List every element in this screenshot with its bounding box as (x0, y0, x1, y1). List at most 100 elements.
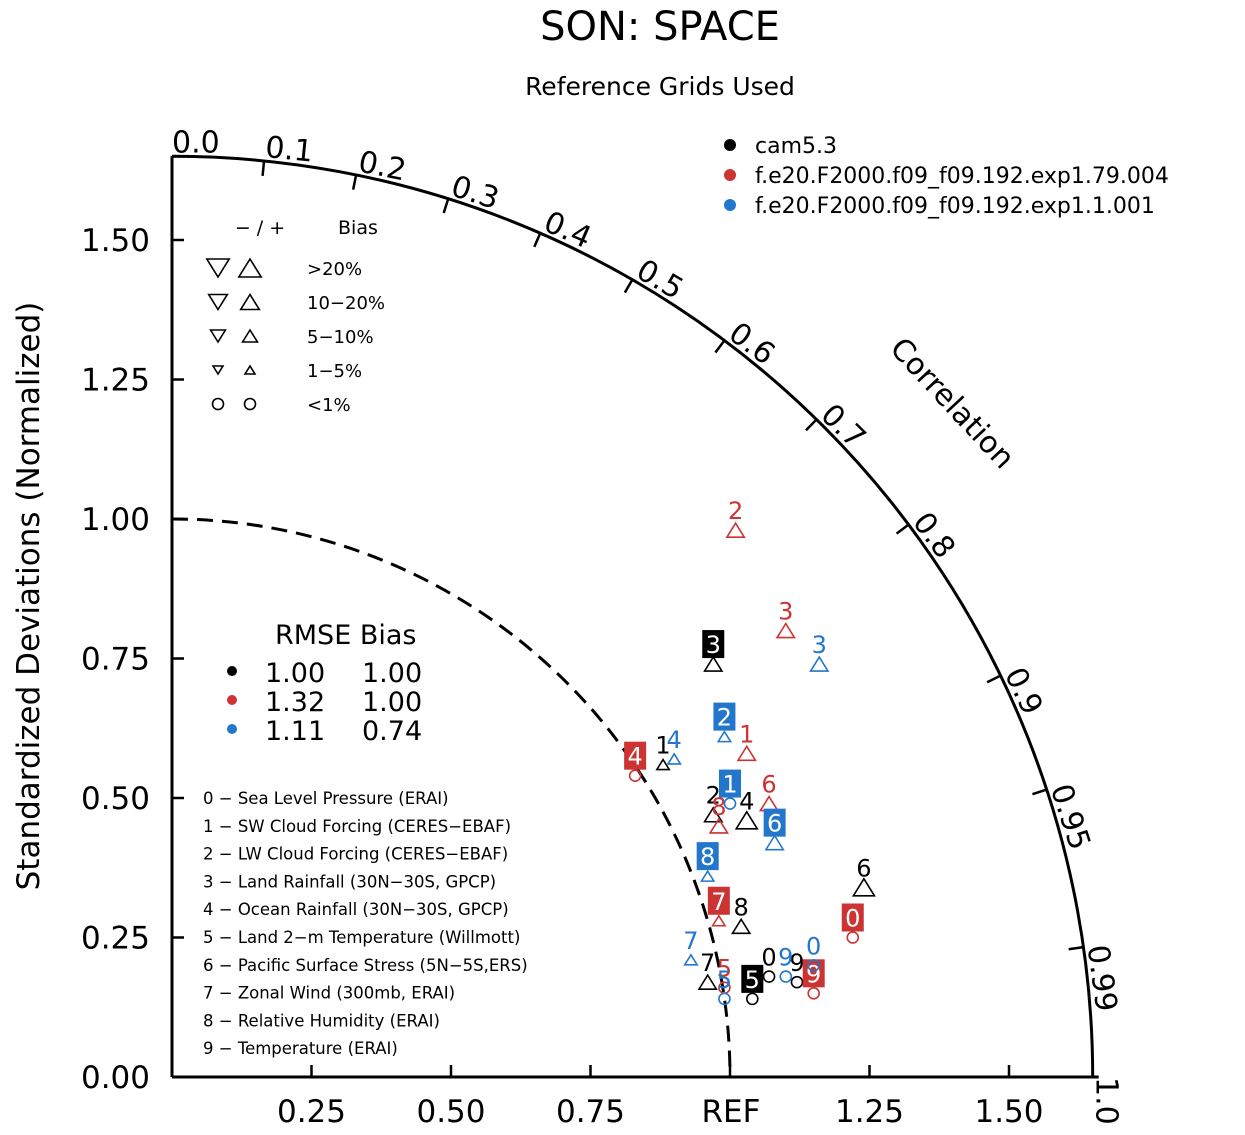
x-tick-label: 0.50 (416, 1094, 485, 1130)
point-marker (807, 986, 821, 1000)
point-marker (746, 992, 759, 1006)
bias-legend-signs: − / + (235, 217, 285, 239)
point-label-box (741, 964, 764, 993)
point-label-box (713, 702, 736, 731)
point-label-box (696, 842, 719, 871)
bias-minus-marker (209, 329, 227, 344)
variable-legend-item: 6 − Pacific Surface Stress (5N−5S,ERS) (203, 956, 528, 975)
point-label: 4 (627, 743, 642, 771)
point-marker (628, 769, 642, 782)
correlation-tick-label: 0.0 (172, 125, 220, 160)
point-marker (851, 877, 876, 897)
point-label-box (707, 886, 730, 915)
chart-subtitle: Reference Grids Used (525, 72, 795, 101)
correlation-label: Correlation (883, 331, 1021, 476)
bias-value: 1.00 (362, 687, 422, 718)
point-marker (655, 758, 671, 771)
point-marker (734, 810, 759, 830)
point-marker (731, 917, 752, 935)
point-label-box (841, 903, 864, 932)
correlation-tick-mark (895, 523, 910, 535)
y-tick-label: 1.00 (81, 502, 150, 538)
rmse-legend-dot (227, 695, 237, 705)
point-label: 9 (778, 944, 793, 972)
bias-legend-row-label: 5−10% (307, 327, 374, 348)
correlation-tick-mark (442, 198, 450, 214)
point-label: 6 (767, 810, 782, 838)
variable-legend-item: 5 − Land 2−m Temperature (Willmott) (203, 928, 520, 947)
point-label: 5 (717, 966, 732, 994)
point-marker (758, 795, 780, 812)
rmse-legend-dot (227, 724, 237, 734)
point-label: 1 (655, 732, 670, 760)
point-marker (718, 992, 731, 1006)
point-marker (708, 817, 729, 834)
point-label: 9 (789, 949, 804, 977)
correlation-tick-label: 0.4 (539, 205, 597, 256)
correlation-tick-label: 0.8 (905, 506, 962, 565)
correlation-arc (171, 154, 1095, 1078)
point-marker (683, 953, 699, 966)
point-marker (725, 521, 746, 538)
point-label: 1 (739, 720, 754, 748)
correlation-tick-label: 0.5 (630, 253, 689, 307)
rmse-value: 1.32 (265, 687, 325, 718)
rmse-value: 1.00 (265, 658, 325, 689)
axes: 0.25 0.50 0.75 1.25 1.500.000.250.500.751.00… (81, 154, 1099, 1130)
point-label: 0 (845, 905, 860, 933)
point-marker (666, 752, 682, 765)
point-marker (779, 970, 793, 983)
bias-minus-marker (205, 258, 231, 279)
point-label-box (624, 741, 647, 770)
rmse-legend-header: RMSE Bias (275, 620, 416, 651)
point-label: 3 (706, 631, 721, 659)
point-label-box (719, 769, 741, 798)
series-legend-label: cam5.3 (755, 134, 837, 159)
series-legend-dot (724, 199, 736, 211)
y-tick-label: 1.25 (81, 363, 150, 399)
x-tick-label: 1.25 (835, 1094, 904, 1130)
point-label: 6 (761, 771, 776, 799)
point-marker (775, 622, 796, 639)
bias-legend-row-label: 10−20% (307, 293, 385, 314)
point-label: 6 (856, 854, 871, 882)
bias-plus-marker (243, 364, 257, 375)
bias-plus-marker (241, 328, 259, 343)
point-marker (790, 975, 804, 989)
correlation-tick-label: 0.7 (814, 397, 873, 455)
y-tick-label: 0.00 (81, 1060, 150, 1096)
ref-label: REF (702, 1094, 761, 1130)
correlation-tick-mark (1032, 788, 1048, 796)
series-legend: cam5.3 f.e20.F2000.f09_f09.192.exp1.79.00… (724, 134, 1169, 219)
correlation-tick-mark (351, 174, 358, 190)
point-marker (809, 655, 830, 672)
point-label: 7 (711, 888, 726, 916)
bias-legend-row-label: 1−5% (307, 361, 362, 382)
correlation-tick-mark (714, 339, 726, 354)
variable-legend-item: 0 − Sea Level Pressure (ERAI) (203, 789, 449, 808)
variable-legend-item: 2 − LW Cloud Forcing (CERES−EBAF) (203, 845, 508, 864)
point-marker (807, 959, 821, 972)
point-marker (762, 970, 776, 983)
correlation-tick-mark (261, 160, 266, 176)
series-legend-label: f.e20.F2000.f09_f09.192.exp1.79.004 (755, 164, 1169, 189)
point-label: 3 (812, 631, 827, 659)
point-label: 2 (717, 704, 732, 732)
bias-legend: − / + Bias >20% 10−20% 5−10% 1−5% <1% (205, 217, 385, 416)
point-label: 4 (667, 726, 682, 754)
point-label: 0 (806, 932, 821, 960)
bias-legend-row-label: <1% (307, 395, 351, 416)
chart-title: SON: SPACE (540, 4, 780, 50)
point-label: 0 (761, 944, 776, 972)
variable-legend-item: 4 − Ocean Rainfall (30N−30S, GPCP) (203, 900, 509, 919)
x-tick-label: 1.50 (974, 1094, 1043, 1130)
correlation-tick-mark (533, 232, 542, 248)
y-axis-label: Standardized Deviations (Normalized) (11, 302, 47, 891)
series-legend-dot (724, 139, 736, 151)
point-label: 7 (700, 949, 715, 977)
point-label: 4 (739, 787, 754, 815)
point-label: 2 (706, 782, 721, 810)
bias-minus-marker (211, 365, 225, 376)
